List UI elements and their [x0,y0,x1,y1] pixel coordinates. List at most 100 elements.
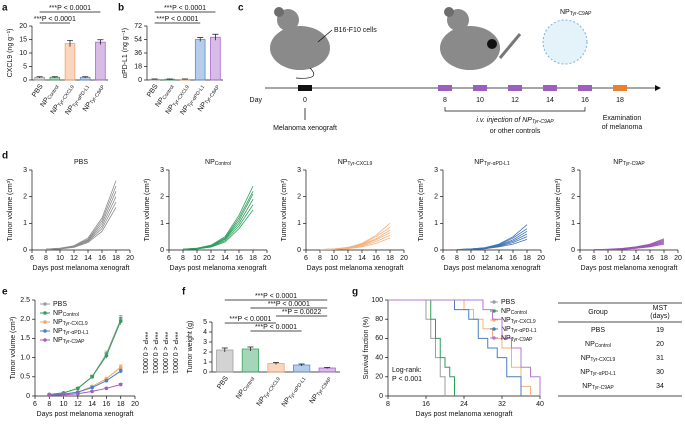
nanoparticle [542,19,588,65]
panel-letter: f [182,287,186,298]
x-tick-label-main: NP [165,103,177,115]
x-tick-label: 12 [207,255,215,262]
table-cell-sub: Control [595,343,611,349]
x-tick-label: 6 [30,255,34,262]
timeline-block [578,85,592,91]
legend-label: NPTyr-αPD-L1 [53,328,89,336]
x-tick-label: 18 [117,401,125,408]
x-tick-label-main: NP [179,104,191,116]
x-tick-label: 6 [578,255,582,262]
y-tick-label: 40 [375,354,383,361]
x-tick-label: 18 [660,255,668,262]
injection-sub: Tyr-C9AP [532,119,554,125]
table-cell: NPTyr-αPD-L1 [580,369,616,377]
legend-marker [43,302,47,306]
cells-label: B16-F10 cells [334,27,377,34]
x-tick-label-main: NP [256,395,268,407]
series-line [45,191,117,250]
y-tick-label: 2.0 [20,316,30,323]
marker [90,389,94,394]
y-tick-label: 15 [19,36,27,43]
table-cell-sub: Tyr-C9AP [592,385,614,391]
series-line [49,366,122,396]
error-bar [298,363,305,366]
significance-label: ***P < 0.0001 [255,293,297,300]
legend-label-sub: Tyr-αPD-L1 [511,328,537,334]
y-tick-label: 1.0 [20,354,30,361]
significance-label: ***P < 0.0001 [268,301,310,308]
x-tick-label: 8 [318,255,322,262]
x-axis-label: Days post melanoma xenograft [33,265,130,272]
panel: g 0 20 40 60 80 100 Survival fraction (%) 8 16 24 3… [352,287,544,418]
bar [194,39,206,81]
y-axis-label: Tumor volume (cm³) [555,179,562,242]
day-label: 14 [546,97,554,104]
y-tick-label: 0 [23,77,27,84]
injection-main: i.v. injection of NP [476,117,532,124]
legend-label-main: NP [53,319,63,326]
x-tick-label: 16 [235,255,243,262]
series-line [456,224,528,250]
x-tick-label-main: NP [39,96,51,108]
xenograft-label: Melanoma xenograft [273,125,337,132]
x-tick-label: 8 [181,255,185,262]
y-tick-label: 80 [375,316,383,323]
x-tick-label-main: NP [64,104,76,116]
x-tick-label: 14 [84,255,92,262]
timeline-block [543,85,557,91]
legend-label: NPControl [501,308,527,316]
panel: e 0 0.5 1.0 1.5 2.0 2.5 Tumor volume (cm³) 6 8 10 1… [2,287,178,418]
legend-label-main: NP [501,326,511,333]
day-label: Day [250,97,263,104]
legend-marker [43,338,47,342]
chart-title-sub: Tyr-CXCL9 [347,161,372,167]
y-tick-label: 0 [203,369,207,376]
y-tick-label: 1 [297,220,301,227]
table-cell: 20 [656,341,664,348]
marker [90,385,94,390]
y-tick-label: 1 [160,220,164,227]
survival-line [388,299,522,396]
legend-label: NPControl [53,310,79,318]
x-tick-label-main: NP [281,396,293,408]
legend-label: PBS [53,301,67,308]
y-tick-label: 2 [434,194,438,201]
legend-label: NPTyr-CXCL9 [53,319,88,327]
x-tick-label: 10 [60,401,68,408]
day-label: 10 [476,97,484,104]
y-tick-label: 2 [160,194,164,201]
y-axis-label: Survival fraction (%) [363,317,370,380]
x-tick-label-sub: Control [242,376,256,393]
y-tick-label: 0 [571,247,575,254]
x-tick-label-main: NP [235,388,247,400]
chart-title-main: NP [338,159,348,166]
marker [76,386,80,391]
legend-label-sub: Control [63,312,79,318]
table-cell: NPControl [585,341,611,349]
x-tick-label: 20 [263,255,271,262]
table-cell-sub: Tyr-CXCL9 [590,357,615,363]
y-tick-label: 5 [203,319,207,326]
significance-label: ***P < 0.0001 [49,5,91,12]
y-tick-label: 20 [19,23,27,30]
x-tick-label: 8 [47,401,51,408]
syringe [498,33,522,59]
significance-label: ***P < 0.0001 [171,332,178,374]
y-tick-label: 5 [23,63,27,70]
y-axis-label: Tumor volume (cm³) [418,179,425,242]
legend-label-sub: Tyr-CXCL9 [511,319,536,325]
bar [64,43,76,81]
error-bar [324,367,331,369]
injection-rest: or other controls [490,128,541,135]
y-axis-label: CXCL9 (ng g⁻¹) [7,29,14,78]
y-tick-label: 1 [434,220,438,227]
x-axis-label: Days post melanoma xenograft [444,265,541,272]
series-line [45,185,117,250]
survival-line [388,299,541,396]
x-tick-label: 16 [103,401,111,408]
marker [61,393,66,397]
legend-label: NPTyr-CXCL9 [501,317,536,325]
legend-marker [492,336,496,340]
x-tick-label: 12 [70,255,78,262]
marker [104,386,109,391]
